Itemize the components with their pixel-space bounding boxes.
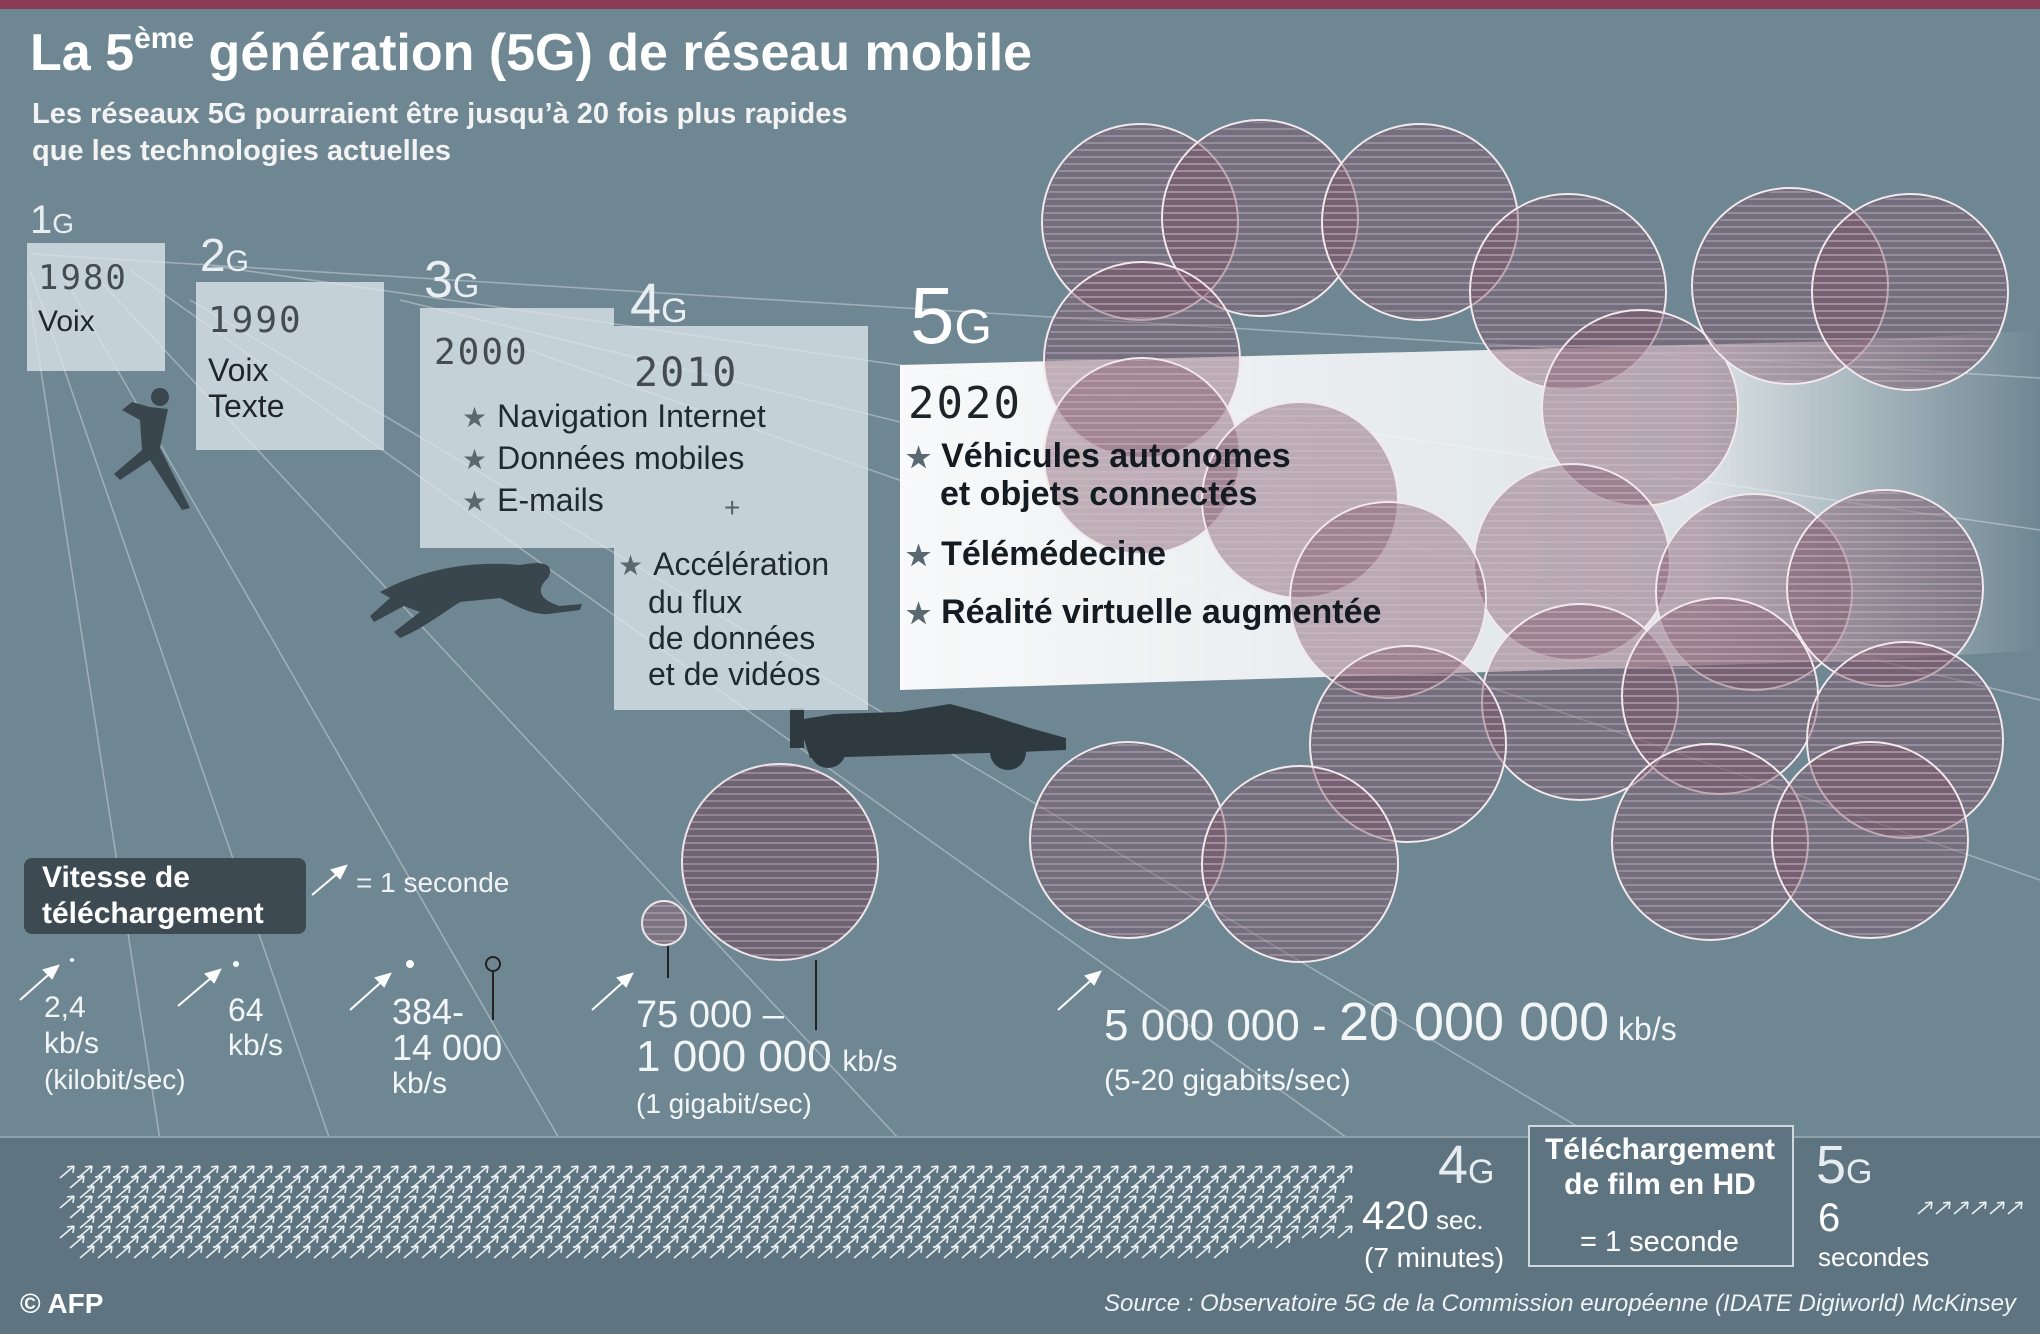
gen-1g-label: 1G — [30, 198, 75, 242]
panel-1g — [27, 243, 165, 371]
5g-feature-2: ★ Télémédecine — [906, 535, 1166, 573]
year-2020: 2020 — [908, 378, 1022, 429]
3g-feature-3: ★ E-mails — [462, 482, 604, 518]
year-2010: 2010 — [634, 350, 739, 396]
speed-4g: 75 000 – 1 000 000 kb/s (1 gigabit/sec) — [636, 994, 898, 1119]
panel-2g — [196, 282, 384, 450]
star-icon: ★ — [462, 444, 488, 475]
4g-feature: ★ Accélération du flux de données et de v… — [618, 546, 830, 692]
speed-2g: 64 kb/s — [228, 992, 284, 1062]
dl-4g-value: 420 sec. — [1362, 1194, 1484, 1238]
panel-3g — [420, 308, 614, 548]
5g-feature-1: ★ Véhicules autonomes et objets connectés — [906, 437, 1291, 513]
gen-5g-label: 5G — [910, 271, 992, 360]
runner-silhouette — [114, 388, 190, 510]
speed-5g: 5 000 000 - 20 000 000 kb/s (5-20 gigabi… — [1104, 992, 1677, 1097]
legend-arrow-meaning: = 1 seconde — [356, 867, 510, 898]
dl-5g-value: 6 — [1818, 1196, 1841, 1240]
year-2000: 2000 — [434, 332, 529, 373]
speed-3g: 384- 14 000 kb/s — [392, 991, 503, 1101]
race-car-silhouette — [790, 704, 1066, 770]
speed-1g: 2,4 kb/s (kilobit/sec) — [44, 991, 186, 1095]
dl-5g-unit: secondes — [1818, 1242, 1930, 1272]
2g-feature-2: Texte — [208, 388, 285, 424]
afp-credit: © AFP — [20, 1288, 104, 1319]
2g-feature-1: Voix — [208, 352, 269, 388]
dl-5g-label: 5G — [1816, 1135, 1873, 1195]
page-subtitle: Les réseaux 5G pourraient être jusqu’à 2… — [32, 98, 848, 167]
source-note: Source : Observatoire 5G de la Commissio… — [1104, 1290, 2016, 1317]
film-box — [1528, 1125, 1794, 1267]
year-1980: 1980 — [38, 258, 128, 298]
3g-feature-1: ★ Navigation Internet — [462, 398, 766, 434]
star-icon: ★ — [906, 442, 932, 473]
legend-title: Vitesse de téléchargement — [42, 861, 264, 930]
dl-4g-minutes: (7 minutes) — [1364, 1242, 1505, 1273]
dl-4g-label: 4G — [1438, 1135, 1495, 1195]
3g-feature-2: ★ Données mobiles — [462, 440, 745, 476]
page-title: La 5ème génération (5G) de réseau mobile — [30, 22, 1033, 82]
star-icon: ★ — [618, 550, 644, 581]
year-1990: 1990 — [208, 300, 303, 341]
star-icon: ★ — [462, 402, 488, 433]
star-icon: ★ — [906, 540, 932, 571]
gen-3g-label: 3G — [424, 251, 480, 309]
5g-feature-3: ★ Réalité virtuelle augmentée — [906, 593, 1382, 631]
gen-4g-label: 4G — [630, 271, 688, 334]
film-arrow-meaning: = 1 seconde — [1580, 1226, 1739, 1258]
cheetah-silhouette — [370, 563, 582, 638]
film-title: Téléchargement de film en HD — [1544, 1133, 1776, 1201]
panel-4g — [614, 326, 868, 710]
legend-box — [24, 858, 306, 934]
1g-feature: Voix — [38, 305, 95, 338]
data-circles — [1029, 119, 2009, 963]
star-icon: ★ — [906, 598, 932, 629]
star-icon: ★ — [462, 486, 488, 517]
top-accent-bar — [0, 0, 2040, 9]
plus-sign: + — [724, 492, 741, 523]
gen-2g-label: 2G — [200, 229, 249, 281]
